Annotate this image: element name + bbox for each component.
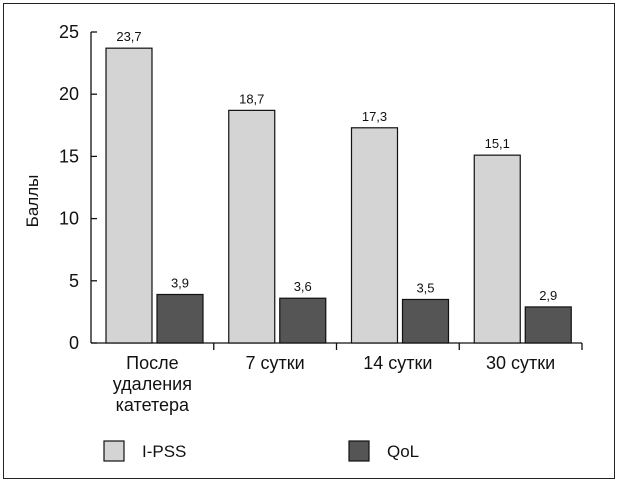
- value-labels: 23,7 18,7 17,3 15,1 3,9 3,6 3,5 2,9: [116, 29, 557, 303]
- legend-swatch: [348, 440, 370, 462]
- bar-i-pss: [473, 154, 521, 344]
- bar-value-label: 3,9: [171, 275, 189, 290]
- bar-chart: 0 5 10 15 20 25 После удаления катетера 7 сутки 1…: [23, 22, 583, 462]
- bar-qol: [279, 297, 327, 344]
- x-tick-label: После удаления катетера: [113, 353, 192, 415]
- bar-value-label: 2,9: [539, 288, 557, 303]
- y-tick-label: 25: [59, 22, 79, 42]
- y-tick-label: 20: [59, 84, 79, 104]
- x-tick-label: 14 сутки: [363, 353, 432, 373]
- bar-value-label: 3,5: [416, 280, 434, 295]
- bar-i-pss: [105, 47, 153, 344]
- bar-value-label: 15,1: [485, 136, 510, 151]
- legend-label: QoL: [387, 442, 419, 461]
- y-tick-label: 0: [69, 333, 79, 353]
- bar-value-label: 3,6: [294, 279, 312, 294]
- bar-value-label: 23,7: [116, 29, 141, 44]
- bar-qol: [156, 293, 204, 344]
- x-axis: После удаления катетера 7 сутки 14 сутки 30 с…: [91, 342, 583, 415]
- y-axis: 0 5 10 15 20 25: [59, 22, 97, 353]
- bar-qol: [524, 306, 572, 344]
- bar-value-label: 17,3: [362, 109, 387, 124]
- bar-i-pss: [350, 127, 399, 344]
- bar-value-label: 18,7: [239, 91, 264, 106]
- legend-label: I-PSS: [142, 442, 186, 461]
- y-tick-label: 10: [59, 209, 79, 229]
- x-tick-label: 7 сутки: [246, 353, 305, 373]
- y-tick-label: 5: [69, 271, 79, 291]
- chart-frame: 0 5 10 15 20 25 После удаления катетера 7 сутки 1…: [3, 3, 615, 479]
- y-axis-title: Баллы: [23, 175, 42, 228]
- legend: I-PSS QoL: [103, 440, 419, 462]
- bars: [105, 47, 572, 344]
- y-tick-label: 15: [59, 146, 79, 166]
- legend-swatch: [103, 440, 125, 462]
- bar-qol: [401, 298, 450, 344]
- x-tick-label: 30 сутки: [486, 353, 555, 373]
- bar-i-pss: [228, 109, 276, 344]
